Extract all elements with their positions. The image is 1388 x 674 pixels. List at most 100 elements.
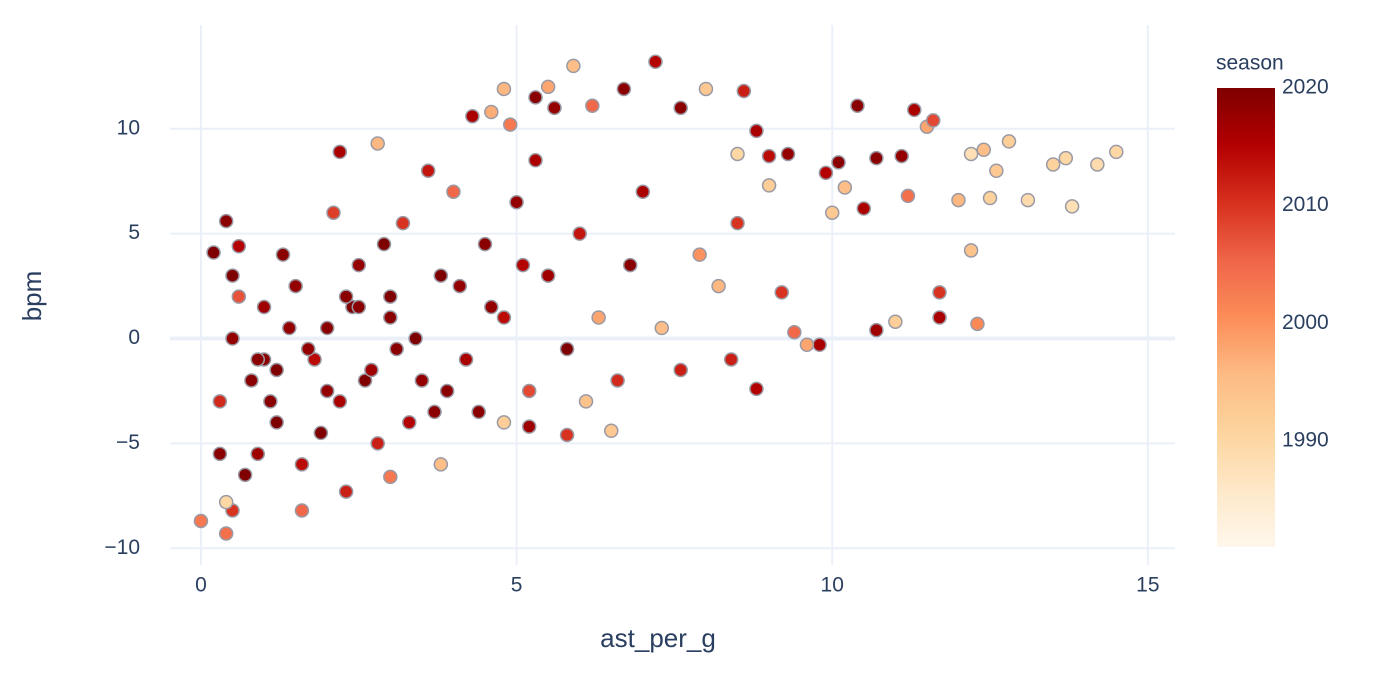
y-tick-label: 10 — [117, 116, 140, 139]
x-tick-label: 0 — [195, 574, 207, 597]
y-tick-label: 5 — [128, 221, 140, 244]
point — [319, 383, 335, 399]
point — [787, 324, 802, 340]
point — [458, 352, 474, 367]
point — [900, 188, 916, 204]
point — [231, 289, 247, 304]
point — [269, 362, 284, 378]
y-tick-label: 0 — [128, 326, 140, 349]
point — [831, 155, 846, 170]
point — [496, 81, 512, 97]
point — [1020, 192, 1036, 208]
point — [654, 320, 670, 336]
point — [212, 394, 228, 409]
point — [338, 289, 354, 304]
point — [856, 201, 872, 216]
y-tick-label: −10 — [104, 536, 140, 559]
point — [963, 146, 979, 162]
point — [269, 415, 284, 430]
point — [698, 81, 714, 97]
point — [357, 373, 373, 388]
point — [465, 108, 480, 124]
point — [982, 190, 998, 206]
point — [370, 436, 385, 451]
point — [521, 383, 537, 399]
point — [496, 310, 512, 325]
points — [193, 54, 1124, 541]
point — [989, 163, 1004, 178]
point — [1001, 134, 1017, 149]
point — [250, 352, 265, 367]
point — [585, 98, 600, 113]
point — [509, 194, 524, 210]
point — [364, 362, 379, 378]
point — [206, 245, 221, 260]
point — [730, 146, 745, 162]
point — [572, 226, 587, 241]
point — [547, 100, 562, 116]
point — [383, 310, 398, 325]
point — [477, 236, 493, 252]
point — [389, 341, 404, 357]
point — [212, 446, 228, 462]
point — [288, 278, 303, 294]
point — [818, 165, 834, 181]
x-tick-label: 5 — [511, 574, 523, 597]
point — [824, 205, 840, 220]
point — [313, 425, 329, 441]
point — [1045, 157, 1061, 172]
colorbar-title: season — [1216, 52, 1284, 75]
point — [591, 310, 606, 325]
point — [256, 299, 272, 315]
point — [761, 178, 777, 193]
point — [932, 310, 947, 325]
point — [484, 299, 499, 315]
point — [869, 150, 884, 166]
point — [237, 467, 253, 483]
x-tick-label: 10 — [821, 574, 844, 597]
point — [970, 316, 985, 332]
point — [673, 362, 688, 378]
point — [225, 268, 240, 283]
point — [218, 494, 234, 510]
point — [559, 427, 575, 443]
point — [780, 146, 796, 162]
point — [1058, 150, 1074, 166]
point — [225, 331, 240, 346]
point — [515, 257, 531, 273]
point — [932, 285, 947, 300]
point — [301, 341, 316, 357]
point — [193, 513, 209, 529]
point — [332, 394, 348, 409]
y-tick-label: −5 — [116, 431, 140, 454]
point — [1090, 157, 1105, 172]
point — [635, 184, 651, 199]
point — [496, 415, 512, 430]
point — [799, 337, 815, 353]
point — [521, 419, 537, 434]
point — [294, 503, 310, 518]
point — [711, 278, 726, 294]
y-axis-title: bpm — [17, 271, 47, 322]
point — [566, 58, 581, 74]
point — [976, 142, 991, 158]
point — [622, 257, 638, 273]
point — [218, 526, 234, 541]
point — [749, 123, 764, 139]
point — [433, 457, 449, 472]
point — [231, 238, 247, 254]
point — [907, 102, 922, 118]
x-axis-title: ast_per_g — [600, 623, 716, 653]
point — [427, 404, 442, 420]
point — [351, 299, 367, 315]
point — [604, 423, 619, 439]
point — [616, 81, 632, 97]
point — [282, 320, 297, 336]
point — [471, 404, 486, 420]
point — [774, 285, 789, 300]
point — [439, 383, 455, 399]
point — [395, 215, 411, 231]
point — [673, 100, 688, 116]
point — [218, 213, 234, 229]
point — [244, 373, 259, 388]
